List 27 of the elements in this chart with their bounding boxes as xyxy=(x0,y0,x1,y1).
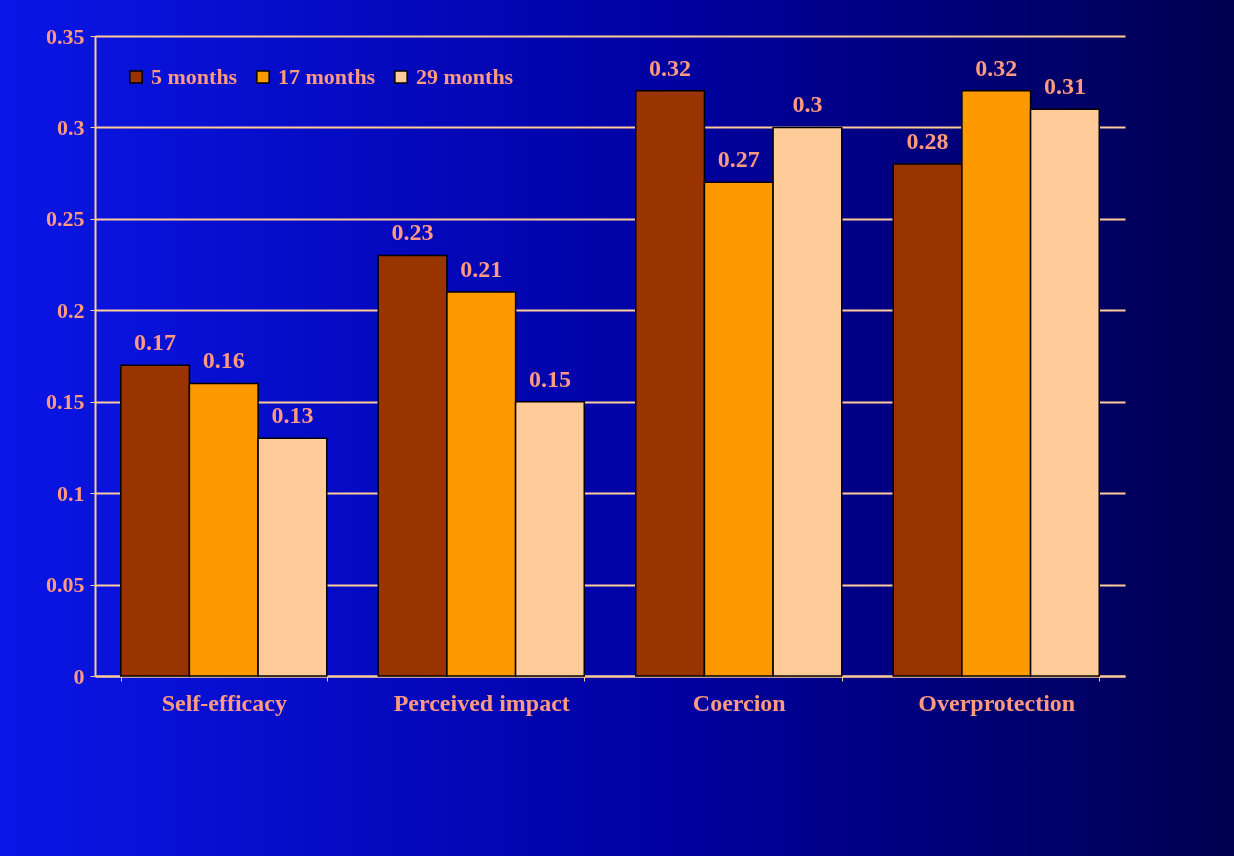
data-label: 0.28 xyxy=(906,128,949,154)
legend-label: 5 months xyxy=(151,64,238,89)
data-label: 0.21 xyxy=(460,256,503,282)
x-tick-label: Coercion xyxy=(692,689,786,716)
data-label: 0.13 xyxy=(271,402,314,429)
y-tick-label: 0.25 xyxy=(46,206,85,232)
x-tick-label: Perceived impact xyxy=(393,689,570,716)
data-label: 0.16 xyxy=(202,347,245,374)
x-tick-label: Self-efficacy xyxy=(161,689,287,716)
y-tick-label: 0.35 xyxy=(46,23,85,49)
y-tick-label: 0 xyxy=(73,663,85,689)
y-tick-label: 0.1 xyxy=(57,480,85,506)
data-label: 0.31 xyxy=(1043,73,1086,100)
data-label: 0.15 xyxy=(528,365,571,392)
data-label: 0.17 xyxy=(134,329,177,356)
data-label: 0.32 xyxy=(975,54,1018,81)
data-label: 0.23 xyxy=(391,219,434,246)
data-label: 0.3 xyxy=(792,91,823,118)
y-tick-label: 0.3 xyxy=(57,114,85,140)
y-tick-label: 0.2 xyxy=(57,297,85,323)
x-tick-label: Overprotection xyxy=(918,689,1076,716)
legend-label: 29 months xyxy=(416,64,514,89)
y-tick-label: 0.15 xyxy=(46,389,85,415)
data-label: 0.27 xyxy=(717,146,760,173)
legend-label: 17 months xyxy=(278,64,376,89)
y-tick-label: 0.05 xyxy=(46,572,85,598)
data-label: 0.32 xyxy=(649,54,692,81)
